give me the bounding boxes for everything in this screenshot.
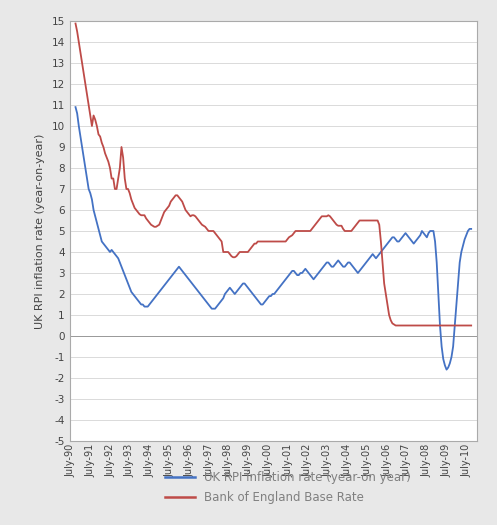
Legend: UK RPI inflation rate (year-on year), Bank of England Base Rate: UK RPI inflation rate (year-on year), Ba… <box>161 466 416 509</box>
Y-axis label: UK RPI inflation rate (year-on-year): UK RPI inflation rate (year-on-year) <box>34 133 45 329</box>
